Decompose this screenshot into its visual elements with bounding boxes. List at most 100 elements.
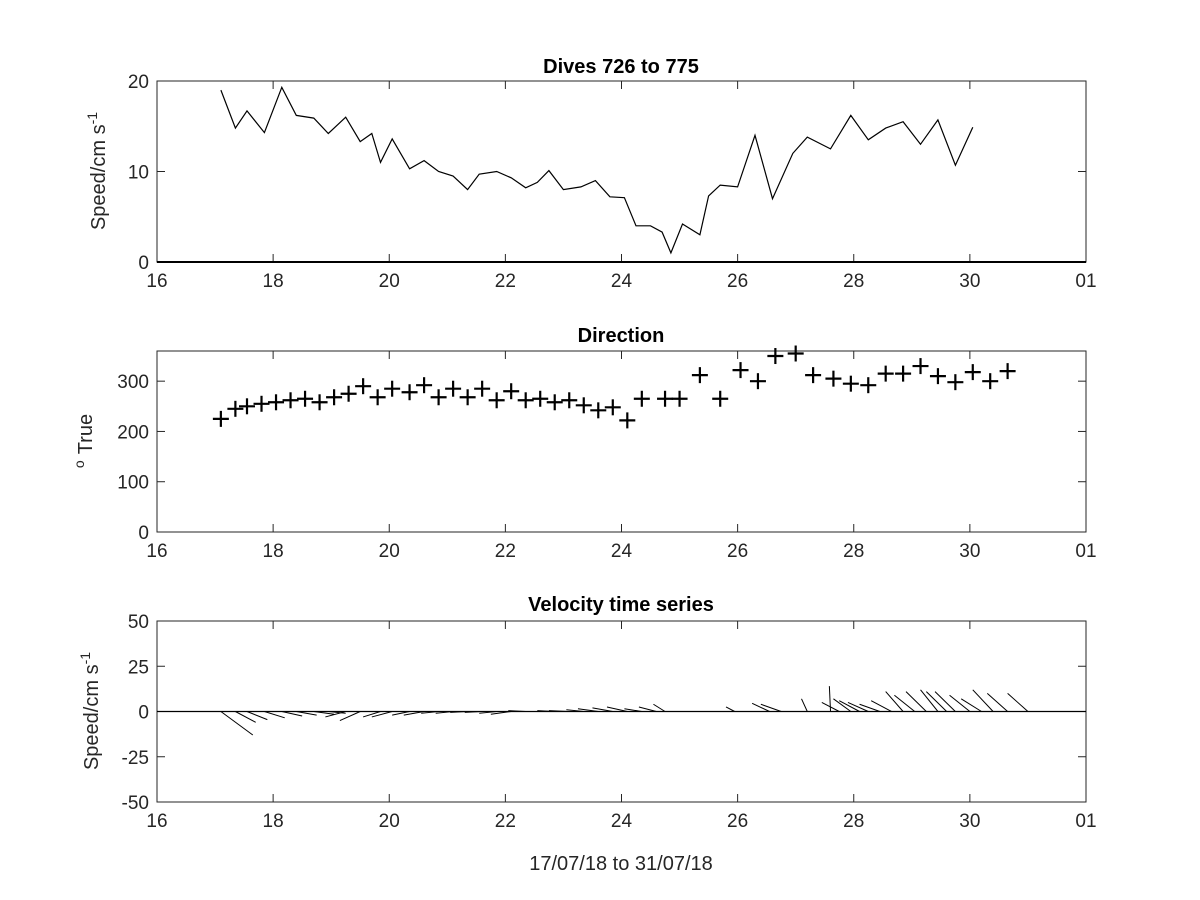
velocity-y-axis-label: Speed/cm s-1 (77, 652, 103, 770)
velocity-vector (847, 701, 869, 712)
y-tick-label: 10 (128, 163, 149, 184)
x-tick-label: 22 (495, 541, 516, 562)
x-tick-label: 28 (843, 811, 864, 832)
x-tick-label: 24 (611, 811, 633, 832)
direction-point (503, 383, 520, 400)
velocity-vector (403, 711, 425, 716)
velocity-vector (859, 703, 881, 712)
velocity-vector (479, 711, 497, 714)
direction-point (326, 389, 343, 406)
direction-point (253, 395, 270, 412)
velocity-vector (464, 711, 483, 713)
direction-point (671, 390, 688, 407)
velocity-vector (220, 711, 254, 736)
direction-point (912, 358, 929, 375)
velocity-vector (925, 691, 947, 712)
y-tick-label: 200 (117, 422, 149, 443)
direction-point (227, 400, 244, 417)
x-tick-label: 28 (843, 271, 864, 292)
velocity-vector (972, 689, 994, 712)
speed-axes-box (156, 80, 1087, 263)
direction-point (633, 390, 650, 407)
direction-y-axis-label: oTrue (71, 414, 97, 468)
velocity-vector (653, 703, 666, 712)
direction-point (787, 345, 804, 362)
x-tick-label: 18 (263, 811, 284, 832)
velocity-vector (934, 691, 956, 712)
x-tick-label: 18 (263, 541, 284, 562)
x-tick-label: 26 (727, 811, 748, 832)
y-tick-label: 0 (138, 523, 149, 544)
velocity-vector (577, 708, 599, 712)
direction-point (842, 375, 859, 392)
direction-point (999, 363, 1016, 380)
direction-point (877, 365, 894, 382)
direction-point (416, 377, 433, 394)
direction-point (964, 364, 981, 381)
direction-point (590, 402, 607, 419)
direction-point (340, 385, 357, 402)
direction-point (445, 380, 462, 397)
direction-point (212, 410, 229, 427)
direction-point (929, 368, 946, 385)
direction-panel-title: Direction (578, 325, 665, 347)
direction-point (805, 367, 822, 384)
velocity-panel: Velocity time series Speed/cm s-1 17/07/… (77, 594, 1097, 875)
velocity-x-axis-label: 17/07/18 to 31/07/18 (529, 853, 713, 875)
direction-point (575, 397, 592, 414)
velocity-vector (490, 711, 512, 715)
direction-point (561, 392, 578, 409)
velocity-vector (235, 711, 256, 723)
velocity-vector (885, 691, 904, 712)
y-tick-label: 25 (128, 657, 149, 678)
direction-point (657, 390, 674, 407)
velocity-vector (920, 689, 939, 712)
x-tick-label: 30 (959, 271, 980, 292)
y-tick-label: 0 (138, 703, 149, 724)
x-tick-label: 16 (146, 811, 167, 832)
speed-series-line (220, 85, 974, 255)
velocity-vector (566, 709, 584, 712)
velocity-vector (362, 711, 381, 718)
velocity-vector (905, 691, 927, 712)
velocity-vector (870, 700, 892, 712)
direction-point (311, 394, 328, 411)
x-tick-label: 28 (843, 541, 864, 562)
direction-point (860, 377, 877, 394)
x-tick-label: 16 (146, 541, 167, 562)
direction-point (947, 374, 964, 391)
direction-point (297, 390, 314, 407)
y-tick-label: 100 (117, 473, 149, 494)
y-tick-label: 0 (138, 253, 149, 274)
direction-point (474, 380, 491, 397)
direction-point (268, 394, 285, 411)
direction-point (732, 362, 749, 379)
direction-point (982, 373, 999, 390)
velocity-vector (537, 710, 555, 712)
velocity-vector (548, 710, 570, 712)
velocity-vector (313, 711, 335, 715)
direction-point (619, 412, 636, 429)
velocity-vector (1007, 693, 1029, 712)
velocity-vector (264, 711, 285, 719)
velocity-vector (606, 706, 628, 712)
direction-panel: Direction oTrue 16 18 20 22 24 26 28 30 01 0 100 20… (71, 325, 1097, 562)
x-tick-label: 20 (379, 271, 400, 292)
direction-point (459, 389, 476, 406)
velocity-vector (435, 711, 454, 714)
x-tick-label: 20 (379, 811, 400, 832)
direction-point (532, 390, 549, 407)
direction-point (401, 384, 418, 401)
speed-y-axis-label: Speed/cm s-1 (84, 112, 110, 230)
velocity-vector (960, 698, 982, 712)
x-tick-label: 30 (959, 541, 980, 562)
direction-point (691, 367, 708, 384)
direction-point (488, 392, 505, 409)
velocity-vector (296, 711, 317, 716)
direction-point (767, 348, 784, 365)
y-tick-label: 300 (117, 372, 149, 393)
y-tick-label: -50 (122, 793, 149, 814)
x-tick-label: 16 (146, 271, 167, 292)
velocity-vector (801, 698, 808, 712)
